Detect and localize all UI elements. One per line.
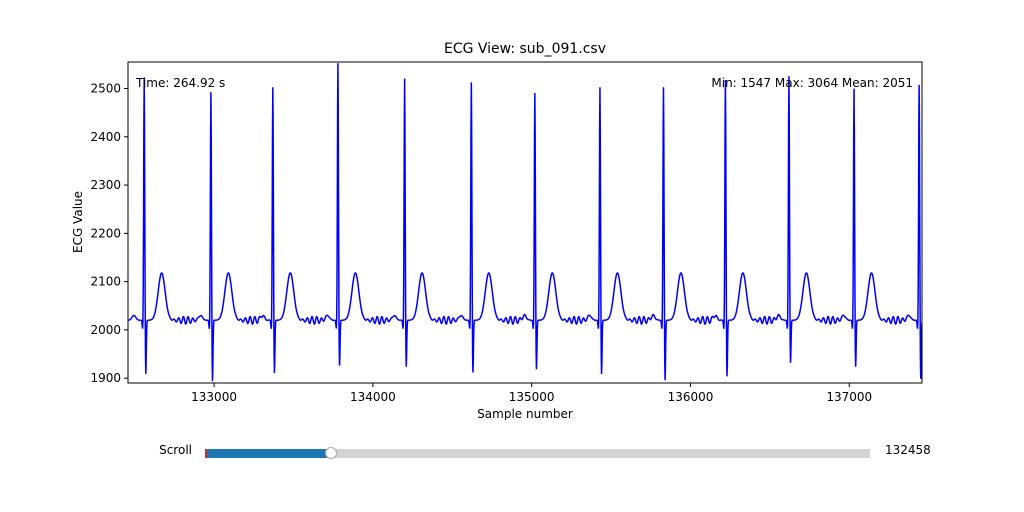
- y-axis-ticks: 1900 2000 2100 2200 2300 2400 2500: [90, 82, 128, 385]
- stats-annotation: Min: 1547 Max: 3064 Mean: 2051: [711, 76, 913, 90]
- y-tick-label: 2100: [90, 275, 121, 289]
- y-tick-label: 2500: [90, 82, 121, 96]
- y-tick-label: 2300: [90, 178, 121, 192]
- time-annotation: Time: 264.92 s: [135, 76, 225, 90]
- y-tick-label: 1900: [90, 371, 121, 385]
- y-tick-label: 2400: [90, 130, 121, 144]
- scroll-slider-label: Scroll: [159, 443, 192, 457]
- scroll-slider-handle[interactable]: [324, 447, 337, 459]
- scroll-slider-track[interactable]: [205, 449, 870, 458]
- ecg-series-line: [128, 63, 922, 382]
- x-axis-label: Sample number: [477, 407, 573, 420]
- scroll-slider-value: 132458: [885, 443, 931, 457]
- x-tick-label: 136000: [668, 390, 714, 404]
- scroll-slider-initial-marker: [205, 449, 207, 458]
- y-tick-label: 2000: [90, 323, 121, 337]
- scroll-slider-fill: [205, 449, 331, 458]
- x-axis-ticks: 133000 134000 135000 136000 137000: [191, 383, 872, 404]
- chart-title: ECG View: sub_091.csv: [444, 41, 606, 57]
- ecg-chart: ECG View: sub_091.csv ECG Value Sample n…: [71, 41, 923, 420]
- y-axis-label: ECG Value: [71, 191, 85, 253]
- x-tick-label: 134000: [350, 390, 396, 404]
- plot-frame: [127, 61, 923, 384]
- x-tick-label: 137000: [826, 390, 872, 404]
- x-tick-label: 133000: [191, 390, 237, 404]
- y-tick-label: 2200: [90, 226, 121, 240]
- x-tick-label: 135000: [509, 390, 555, 404]
